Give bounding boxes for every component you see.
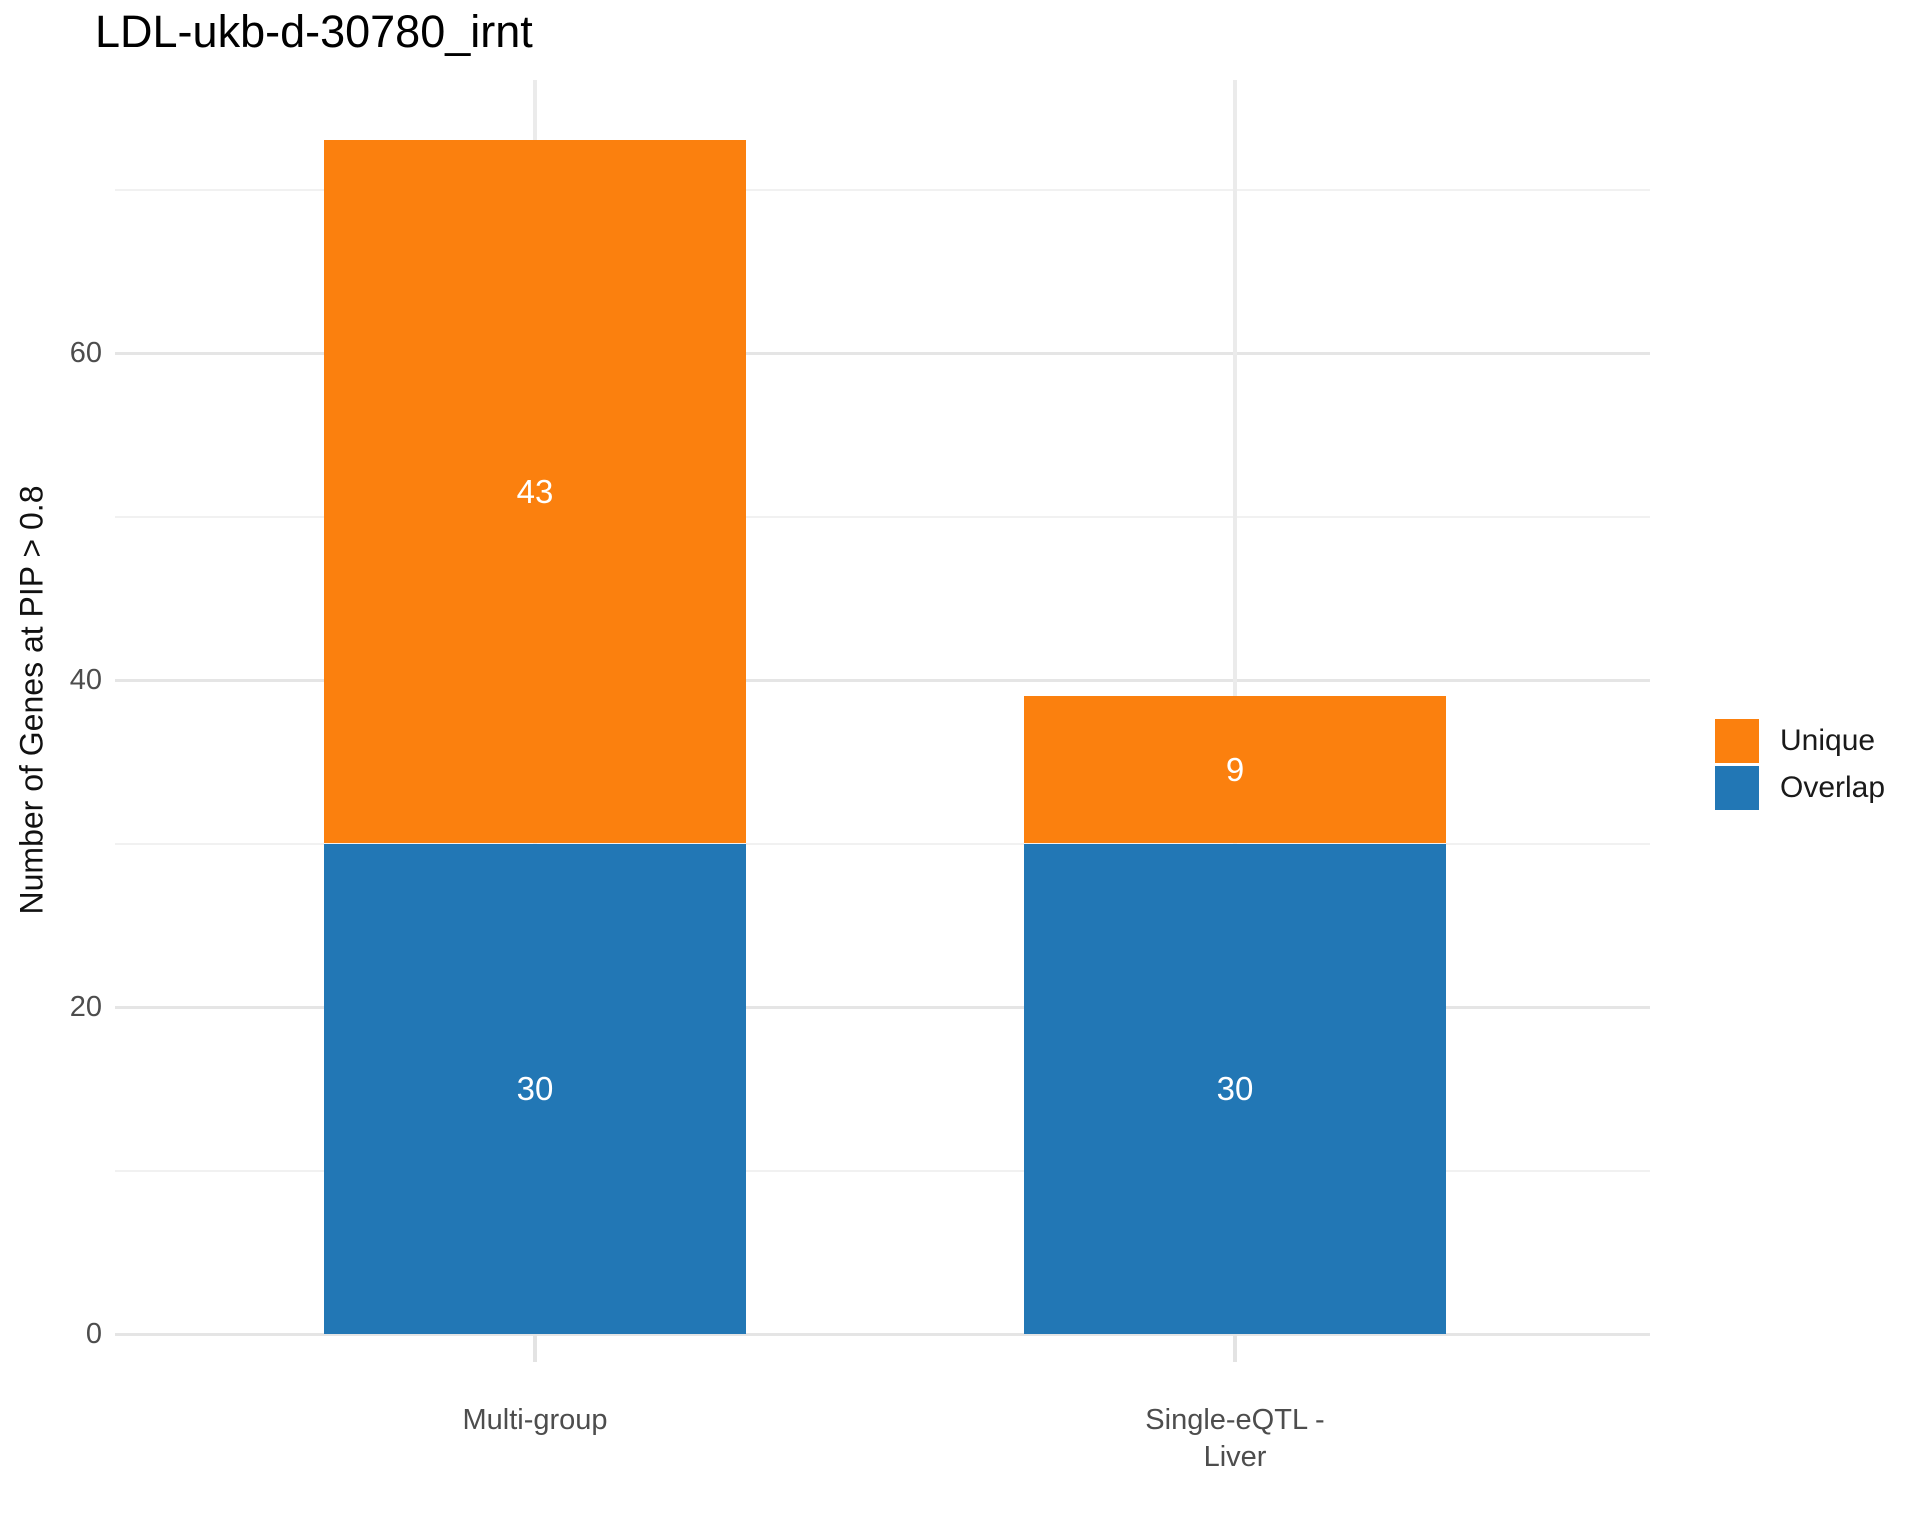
bar-value-label: 9 bbox=[1225, 750, 1245, 788]
gridline-major-y bbox=[115, 351, 1650, 355]
gridline-minor-y bbox=[115, 188, 1650, 191]
bar-value-label: 43 bbox=[516, 472, 554, 510]
y-tick-label: 0 bbox=[85, 1318, 102, 1350]
gridline-minor-y bbox=[115, 515, 1650, 518]
y-tick-label: 60 bbox=[69, 337, 102, 369]
legend-entry-overlap: Overlap bbox=[1715, 766, 1885, 810]
legend-entry-unique: Unique bbox=[1715, 719, 1885, 763]
bar-segment-unique bbox=[324, 140, 746, 844]
y-tick-label: 40 bbox=[69, 664, 102, 696]
x-tick-mark bbox=[1233, 1334, 1237, 1362]
bar-value-label: 30 bbox=[1216, 1069, 1254, 1107]
gridline-major-y bbox=[115, 1332, 1650, 1336]
gridline-minor-y bbox=[115, 1169, 1650, 1172]
x-tick-label: Multi-group bbox=[462, 1404, 608, 1436]
gridline-minor-y bbox=[115, 842, 1650, 845]
chart-title: LDL-ukb-d-30780_irnt bbox=[95, 6, 533, 57]
bar-segment-overlap bbox=[1024, 843, 1446, 1334]
legend-label: Overlap bbox=[1780, 771, 1886, 804]
y-tick-label: 20 bbox=[69, 991, 102, 1023]
legend-swatch-unique bbox=[1715, 719, 1759, 763]
legend: Unique Overlap bbox=[1715, 719, 1885, 810]
x-tick-mark bbox=[533, 1334, 537, 1362]
bar-segment-overlap bbox=[324, 843, 746, 1334]
legend-swatch-overlap bbox=[1715, 766, 1759, 810]
legend-label: Unique bbox=[1780, 724, 1876, 757]
y-axis-title: Number of Genes at PIP > 0.8 bbox=[13, 485, 50, 915]
gridline-major-y bbox=[115, 1005, 1650, 1009]
x-tick-label: Single-eQTL - Liver bbox=[1145, 1404, 1325, 1473]
gridline-major-y bbox=[115, 678, 1650, 682]
bar-value-label: 30 bbox=[516, 1069, 554, 1107]
bar-segment-unique bbox=[1024, 696, 1446, 844]
